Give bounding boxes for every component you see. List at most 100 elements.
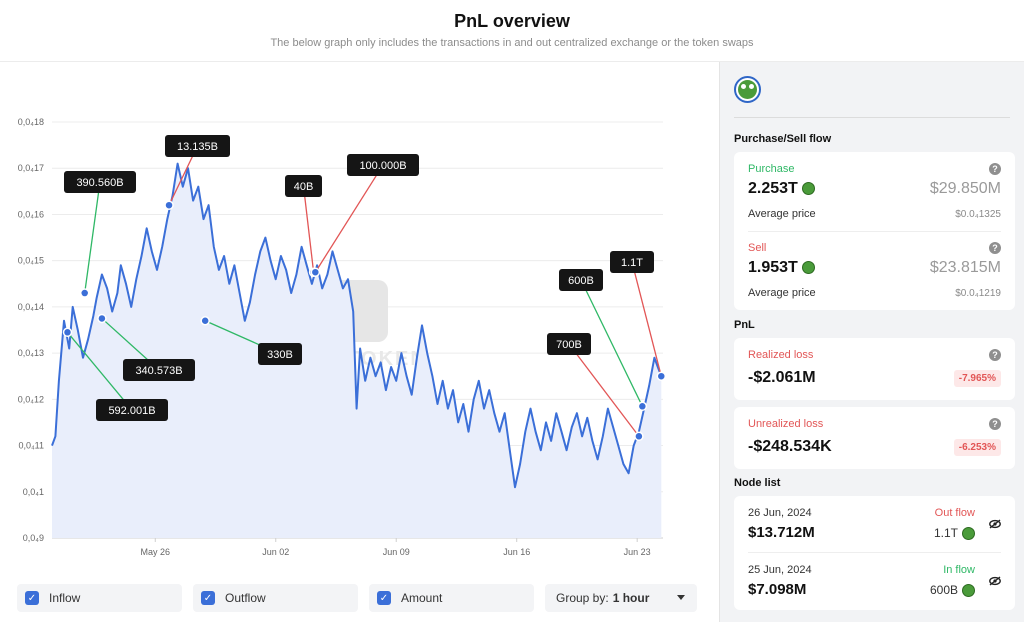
purchase-sell-card: Purchase ? 2.253T $29.850M Average price… — [734, 152, 1015, 310]
pepe-token-icon — [801, 261, 815, 275]
sell-avg-label: Average price — [748, 287, 816, 299]
amount-toggle[interactable]: ✓ Amount — [369, 584, 534, 612]
annotation-label: 600B — [568, 275, 594, 287]
price-line — [51, 162, 663, 489]
y-tick-label: 0,0₄15 — [18, 256, 44, 266]
divider — [748, 552, 1001, 553]
outflow-toggle[interactable]: ✓ Outflow — [193, 584, 358, 612]
y-tick-label: 0,0₄9 — [23, 533, 44, 543]
node-flow: Out flow — [934, 507, 975, 519]
annotation-point — [164, 200, 174, 210]
group-by-value: 1 hour — [612, 591, 650, 605]
x-tick-label: May 26 — [141, 547, 171, 557]
y-tick-label: 0,0₄14 — [18, 302, 44, 312]
annotation-point — [79, 288, 90, 298]
y-tick-label: 0,0₄1 — [23, 487, 44, 497]
sell-label: Sell — [748, 242, 767, 254]
group-by-select[interactable]: Group by: 1 hour — [545, 584, 697, 612]
annotation-box — [165, 135, 230, 157]
unrealized-loss-pct: -6.253% — [953, 439, 1001, 456]
help-icon[interactable]: ? — [989, 418, 1001, 430]
pnl-title: PnL — [734, 319, 755, 331]
realized-loss-label: Realized loss — [748, 349, 814, 361]
page-title: PnL overview — [454, 11, 570, 31]
annotation-point — [200, 316, 210, 326]
annotation-line — [66, 331, 133, 411]
annotation-box — [64, 171, 136, 193]
annotation-point — [97, 313, 107, 324]
purchase-avg-value: $0.0₄1325 — [955, 209, 1001, 220]
purchase-label: Purchase — [748, 163, 795, 175]
unrealized-loss-value: -$248.534K — [748, 438, 832, 455]
annotation-label: 100.000B — [359, 160, 406, 172]
unrealized-loss-card: Unrealized loss ? -$248.534K -6.253% — [734, 407, 1015, 469]
checkbox-checked-icon[interactable]: ✓ — [377, 591, 391, 605]
annotation-label: 390.560B — [76, 177, 123, 189]
node-flow: In flow — [943, 564, 975, 576]
node-list-card: 26 Jun, 2024 Out flow $13.712M 1.1T 25 J… — [734, 496, 1015, 610]
unrealized-loss-label: Unrealized loss — [748, 418, 824, 430]
annotation-label: 700B — [556, 339, 582, 351]
eye-hidden-icon[interactable] — [989, 519, 1001, 529]
node-date: 26 Jun, 2024 — [748, 507, 812, 519]
x-tick-label: Jun 23 — [624, 547, 651, 557]
y-tick-label: 0,0₄17 — [18, 163, 44, 173]
annotation-point — [637, 401, 648, 412]
help-icon[interactable]: ? — [989, 163, 1001, 175]
annotation-point — [634, 431, 644, 442]
annotation-box — [547, 333, 591, 355]
annotation-label: 40B — [294, 181, 314, 193]
node-list-title: Node list — [734, 477, 781, 489]
realized-loss-pct: -7.965% — [953, 370, 1001, 387]
checkbox-checked-icon[interactable]: ✓ — [25, 591, 39, 605]
page-subtitle: The below graph only includes the transa… — [270, 37, 754, 49]
divider — [748, 231, 1001, 232]
sell-amount: 1.953T — [748, 259, 815, 277]
annotation-box — [123, 359, 195, 381]
purchase-sell-title: Purchase/Sell flow — [734, 133, 832, 145]
pepe-token-icon — [738, 80, 757, 99]
x-tick-label: Jun 02 — [262, 547, 289, 557]
sell-avg-value: $0.0₄1219 — [955, 288, 1001, 299]
annotation-box — [347, 154, 419, 176]
annotation-line — [84, 181, 101, 294]
y-tick-label: 0,0₄12 — [18, 394, 44, 404]
node-date: 25 Jun, 2024 — [748, 564, 812, 576]
checkbox-checked-icon[interactable]: ✓ — [201, 591, 215, 605]
y-tick-label: 0,0₄16 — [18, 209, 44, 219]
inflow-toggle[interactable]: ✓ Inflow — [17, 584, 182, 612]
help-icon[interactable]: ? — [989, 242, 1001, 254]
annotation-line — [302, 185, 315, 273]
pepe-token-icon — [801, 182, 815, 196]
caret-down-icon — [677, 595, 685, 600]
annotation-line — [631, 261, 662, 377]
eye-hidden-icon[interactable] — [989, 576, 1001, 586]
annotation-box — [258, 343, 302, 365]
annotation-label: 592.001B — [108, 405, 155, 417]
help-icon[interactable]: ? — [989, 349, 1001, 361]
realized-loss-card: Realized loss ? -$2.061M -7.965% — [734, 338, 1015, 400]
annotation-label: 330B — [267, 349, 293, 361]
annotation-point — [656, 371, 667, 381]
token-avatar — [734, 76, 761, 103]
annotation-box — [559, 269, 603, 291]
annotation-line — [568, 343, 640, 437]
annotation-box — [285, 175, 322, 197]
node-value: $13.712M — [748, 524, 815, 541]
annotation-point — [310, 267, 321, 277]
annotation-box — [610, 251, 654, 273]
inflow-label: Inflow — [49, 591, 81, 605]
y-tick-label: 0,0₄11 — [18, 441, 44, 451]
purchase-usd: $29.850M — [929, 180, 1001, 197]
annotation-box — [96, 399, 168, 421]
annotation-line — [314, 164, 384, 273]
chart-controls: ✓ Inflow ✓ Outflow ✓ Amount Group by: 1 … — [0, 584, 718, 612]
page-header: PnL overview The below graph only includ… — [0, 0, 1024, 62]
side-panel: Purchase/Sell flow Purchase ? 2.253T $29… — [719, 62, 1024, 622]
y-tick-label: 0,0₄18 — [18, 117, 44, 127]
x-tick-label: Jun 16 — [503, 547, 530, 557]
purchase-avg-label: Average price — [748, 208, 816, 220]
pnl-chart[interactable]: 0,0₄18 0,0₄17 0,0₄16 0,0₄15 0,0₄14 0,0₄13 0,0₄… — [0, 62, 718, 582]
annotation-line — [580, 279, 643, 407]
pepe-token-icon — [962, 527, 975, 541]
